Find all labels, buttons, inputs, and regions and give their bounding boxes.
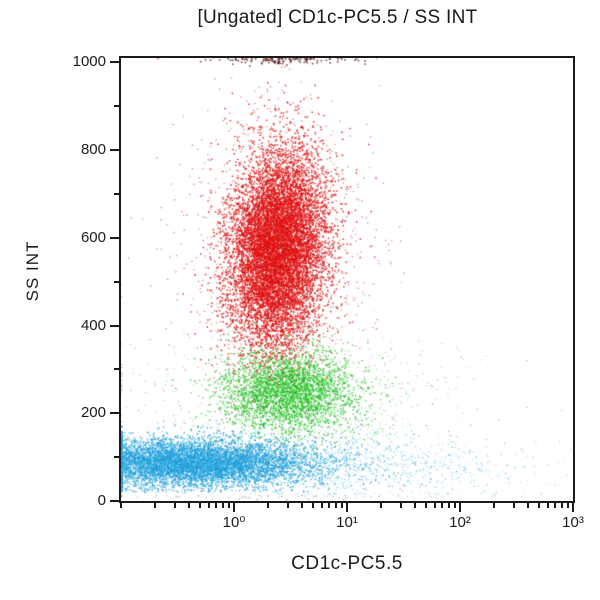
y-major-tick <box>110 412 119 415</box>
x-minor-tick <box>561 503 564 508</box>
x-minor-tick <box>267 503 270 508</box>
x-minor-tick <box>399 503 402 508</box>
x-minor-tick <box>311 503 314 508</box>
y-major-tick <box>110 500 119 502</box>
x-minor-tick <box>566 503 569 508</box>
y-tick-label: 0 <box>97 492 106 509</box>
x-major-tick <box>233 503 235 512</box>
y-major-tick <box>110 149 119 152</box>
y-axis-label: SS INT <box>23 240 42 302</box>
chart-title: [Ungated] CD1c-PC5.5 / SS INT <box>197 7 478 28</box>
x-major-tick <box>346 503 348 512</box>
y-major-tick <box>110 61 119 64</box>
x-minor-tick <box>198 503 201 508</box>
x-minor-tick <box>340 503 343 508</box>
y-tick-label: 1000 <box>72 53 106 71</box>
x-minor-tick <box>154 503 157 508</box>
y-minor-tick <box>114 280 119 283</box>
y-minor-tick <box>114 456 119 459</box>
x-minor-tick <box>414 503 417 508</box>
x-minor-tick <box>512 503 515 508</box>
y-major-tick <box>110 236 119 239</box>
x-minor-tick <box>424 503 427 508</box>
x-major-tick <box>459 503 461 512</box>
x-minor-tick <box>320 503 323 508</box>
x-major-tick <box>572 503 574 512</box>
x-minor-tick <box>286 503 289 508</box>
y-major-tick <box>110 324 119 327</box>
x-minor-tick <box>493 503 496 508</box>
x-minor-tick <box>448 503 451 508</box>
x-minor-tick <box>188 503 191 508</box>
y-tick-label: 400 <box>80 316 106 334</box>
x-minor-tick <box>335 503 338 508</box>
x-minor-tick <box>328 503 331 508</box>
x-minor-tick <box>173 503 176 508</box>
y-minor-tick <box>114 192 119 195</box>
y-minor-tick <box>114 368 119 371</box>
x-minor-tick <box>380 503 383 508</box>
y-tick-label: 800 <box>80 141 106 159</box>
x-minor-tick <box>207 503 210 508</box>
x-tick-label: 10⁰ <box>222 514 246 531</box>
plot-area <box>119 56 575 503</box>
x-minor-tick <box>227 503 230 508</box>
x-minor-tick <box>433 503 436 508</box>
x-tick-label: 10² <box>449 514 471 531</box>
x-minor-tick <box>301 503 304 508</box>
x-minor-tick <box>120 503 122 508</box>
x-minor-tick <box>537 503 540 508</box>
y-minor-tick <box>114 105 119 108</box>
x-minor-tick <box>222 503 225 508</box>
x-minor-tick <box>554 503 557 508</box>
y-tick-label: 200 <box>80 404 106 422</box>
x-minor-tick <box>215 503 218 508</box>
y-tick-label: 600 <box>80 228 106 246</box>
x-minor-tick <box>453 503 456 508</box>
x-tick-label: 10³ <box>562 514 584 531</box>
x-minor-tick <box>546 503 549 508</box>
x-minor-tick <box>441 503 444 508</box>
x-minor-tick <box>527 503 530 508</box>
x-tick-label: 10¹ <box>336 514 358 531</box>
scatter-canvas <box>121 58 573 501</box>
x-axis-label: CD1c-PC5.5 <box>291 553 403 574</box>
